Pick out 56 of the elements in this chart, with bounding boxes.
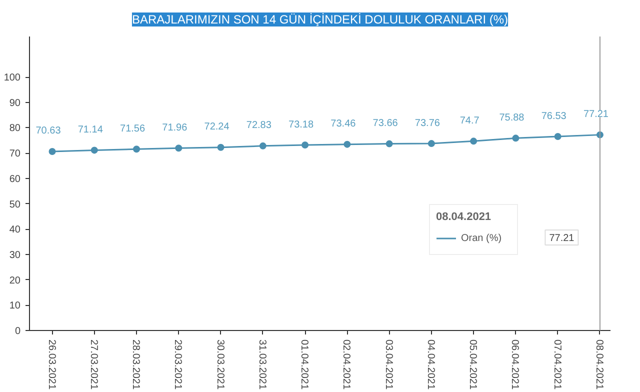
- point: [259, 142, 266, 150]
- y-tick-label: 70: [9, 148, 21, 160]
- x-tick-label: 01.04.2021: [298, 340, 310, 390]
- annotation: 77.21: [549, 232, 575, 244]
- data-label: 77.21: [583, 109, 609, 120]
- data-label: 72.83: [246, 120, 272, 132]
- x-tick-label: 26.03.2021: [46, 340, 57, 390]
- chart-title: BARAJLARIMIZIN SON 14 GÜN İÇİNDEKİ DOLULUK ORANLARI (%): [132, 12, 508, 26]
- point: [90, 146, 98, 154]
- data-label: 76.53: [541, 110, 567, 122]
- data-label: 71.96: [162, 122, 188, 134]
- point: [302, 142, 309, 149]
- data-label: 74.7: [460, 115, 480, 126]
- y-tick-label: 10: [9, 300, 21, 312]
- data-label: 73.66: [372, 118, 398, 130]
- x-tick-label: 27.03.2021: [88, 340, 99, 390]
- y-tick-label: 90: [9, 98, 21, 109]
- x-tick-label: 07.04.2021: [551, 340, 562, 390]
- point: [428, 140, 435, 148]
- point: [48, 148, 56, 155]
- legend-title: 08.04.2021: [436, 211, 492, 223]
- y-tick-label: 80: [9, 123, 21, 134]
- point: [175, 144, 182, 152]
- point: [512, 134, 520, 142]
- data-label: 75.88: [499, 112, 525, 124]
- point: [470, 138, 478, 145]
- data-label: 70.63: [36, 126, 62, 137]
- point: [133, 146, 140, 153]
- data-label: 71.14: [78, 124, 104, 136]
- x-tick-label: 31.03.2021: [256, 340, 268, 390]
- data-label: 71.56: [120, 123, 146, 134]
- x-tick-label: 28.03.2021: [130, 340, 142, 390]
- point: [344, 140, 351, 148]
- y-tick-label: 60: [9, 174, 21, 185]
- y-tick-label: 30: [9, 250, 21, 261]
- data-label: 73.46: [330, 118, 356, 130]
- x-tick-label: 29.03.2021: [172, 340, 184, 390]
- y-tick-label: 40: [9, 224, 21, 236]
- data-label: 73.18: [288, 119, 314, 130]
- x-tick-label: 03.04.2021: [382, 340, 394, 390]
- point: [554, 133, 562, 140]
- y-tick-label: 50: [9, 199, 21, 210]
- x-tick-label: 04.04.2021: [424, 340, 436, 390]
- x-tick-label: 30.03.2021: [214, 340, 226, 390]
- data-label: 72.24: [204, 122, 230, 133]
- y-tick-label: 20: [9, 275, 21, 286]
- legend-label: Oran (%): [461, 232, 503, 244]
- y-tick-label: 0: [14, 326, 21, 337]
- x-tick-label: 05.04.2021: [467, 340, 478, 390]
- y-tick-label: 100: [4, 72, 21, 84]
- data-label: 73.76: [414, 118, 440, 129]
- x-tick-label: 06.04.2021: [509, 340, 520, 390]
- x-tick-label: 02.04.2021: [340, 340, 352, 390]
- point: [217, 144, 224, 151]
- x-tick-label: 08.04.2021: [593, 340, 604, 390]
- point: [386, 140, 393, 148]
